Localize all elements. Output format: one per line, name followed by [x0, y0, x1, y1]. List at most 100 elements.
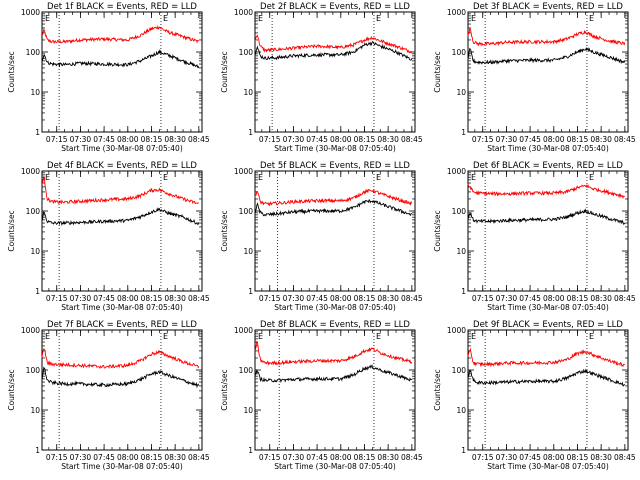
y-axis-label: Counts/sec	[220, 210, 229, 251]
panel-8: Det 8f BLACK = Events, RED = LLD 1 10 100 10…	[220, 320, 423, 471]
series-line-events	[41, 366, 200, 389]
x-tick-label: 08:15	[567, 453, 589, 462]
x-tick-label: 07:45	[93, 135, 115, 144]
x-axis-label: Start Time (30-Mar-08 07:05:40)	[487, 303, 609, 312]
y-tick-label: 10	[30, 247, 40, 256]
plot-frame	[467, 170, 629, 292]
x-tick-label: 07:45	[519, 294, 541, 303]
event-marker-label: E	[589, 173, 594, 182]
y-axis-label: Counts/sec	[433, 210, 442, 251]
x-tick-label: 08:45	[401, 135, 423, 144]
plot-frame	[467, 329, 629, 451]
event-marker-label: E	[45, 332, 50, 341]
plot-frame	[254, 329, 416, 451]
x-axis-label: Start Time (30-Mar-08 07:05:40)	[487, 462, 609, 471]
x-tick-label: 08:15	[354, 453, 376, 462]
x-tick-label: 08:45	[188, 453, 210, 462]
x-tick-label: 08:30	[590, 453, 612, 462]
y-tick-label: 100	[239, 207, 254, 216]
x-axis-label: Start Time (30-Mar-08 07:05:40)	[61, 462, 183, 471]
x-tick-label: 08:30	[377, 294, 399, 303]
series-line-lld	[467, 347, 626, 368]
x-tick-label: 08:45	[401, 453, 423, 462]
y-tick-label: 100	[239, 366, 254, 375]
y-tick-label: 1	[461, 446, 466, 455]
y-axis-label: Counts/sec	[433, 51, 442, 92]
x-axis-label: Start Time (30-Mar-08 07:05:40)	[274, 462, 396, 471]
series-line-lld	[467, 27, 626, 47]
event-marker-label: E	[258, 14, 263, 23]
panel-3: Det 3f BLACK = Events, RED = LLD 1 10 100 10…	[433, 2, 636, 153]
y-tick-label: 10	[243, 406, 253, 415]
y-tick-label: 1	[35, 287, 40, 296]
event-marker-label: E	[258, 332, 263, 341]
y-axis-label: Counts/sec	[433, 369, 442, 410]
x-tick-label: 08:15	[141, 453, 163, 462]
panel-2: Det 2f BLACK = Events, RED = LLD 1 10 100 10…	[220, 2, 423, 153]
x-tick-label: 07:45	[93, 453, 115, 462]
y-tick-label: 10	[456, 247, 466, 256]
x-tick-label: 08:15	[354, 135, 376, 144]
y-tick-label: 1000	[21, 326, 40, 335]
y-tick-label: 100	[26, 48, 41, 57]
x-axis-label: Start Time (30-Mar-08 07:05:40)	[61, 303, 183, 312]
series-line-events	[467, 208, 626, 225]
panel-7: Det 7f BLACK = Events, RED = LLD 1 10 100 10…	[7, 320, 210, 471]
x-tick-label: 08:15	[141, 294, 163, 303]
event-marker-label: E	[163, 14, 168, 23]
x-axis-label: Start Time (30-Mar-08 07:05:40)	[487, 144, 609, 153]
x-tick-label: 07:15	[259, 294, 281, 303]
series-line-events	[467, 368, 625, 387]
x-tick-label: 08:30	[590, 135, 612, 144]
plot-frame	[254, 11, 416, 133]
x-axis-label: Start Time (30-Mar-08 07:05:40)	[61, 144, 183, 153]
panel-title: Det 9f BLACK = Events, RED = LLD	[473, 320, 623, 330]
x-tick-label: 07:45	[306, 453, 328, 462]
x-tick-label: 07:30	[283, 453, 305, 462]
y-tick-label: 1000	[447, 167, 466, 176]
x-tick-label: 07:45	[306, 135, 328, 144]
panel-title: Det 6f BLACK = Events, RED = LLD	[473, 161, 623, 171]
x-axis-label: Start Time (30-Mar-08 07:05:40)	[274, 144, 396, 153]
y-tick-label: 100	[239, 48, 254, 57]
x-tick-label: 07:15	[472, 453, 494, 462]
x-tick-label: 07:30	[496, 135, 518, 144]
y-axis-label: Counts/sec	[7, 51, 16, 92]
y-tick-label: 1000	[447, 326, 466, 335]
x-tick-label: 07:15	[46, 294, 68, 303]
x-tick-label: 08:00	[330, 135, 352, 144]
x-tick-label: 07:30	[283, 135, 305, 144]
panel-title: Det 1f BLACK = Events, RED = LLD	[47, 2, 197, 12]
x-tick-label: 07:30	[70, 453, 92, 462]
plot-frame	[467, 11, 629, 133]
x-tick-label: 07:45	[93, 294, 115, 303]
y-tick-label: 10	[30, 88, 40, 97]
x-tick-label: 08:45	[614, 294, 636, 303]
x-tick-label: 08:00	[117, 294, 139, 303]
panel-4: Det 4f BLACK = Events, RED = LLD 1 10 100 10…	[7, 161, 210, 312]
event-marker-label: E	[589, 332, 594, 341]
series-line-lld	[467, 184, 626, 200]
y-tick-label: 100	[452, 366, 467, 375]
panel-9: Det 9f BLACK = Events, RED = LLD 1 10 100 10…	[433, 320, 636, 471]
x-tick-label: 07:45	[519, 135, 541, 144]
x-tick-label: 07:30	[70, 135, 92, 144]
x-tick-label: 07:15	[46, 135, 68, 144]
plot-frame	[41, 11, 203, 133]
panel-1: Det 1f BLACK = Events, RED = LLD 1 10 100 10…	[7, 2, 210, 153]
x-tick-label: 08:30	[377, 453, 399, 462]
y-tick-label: 10	[456, 406, 466, 415]
y-tick-label: 1	[461, 287, 466, 296]
event-marker-label: E	[45, 173, 50, 182]
x-tick-label: 07:30	[70, 294, 92, 303]
x-tick-label: 07:15	[46, 453, 68, 462]
x-tick-label: 07:15	[259, 135, 281, 144]
series-line-events	[254, 364, 413, 384]
y-axis-label: Counts/sec	[220, 369, 229, 410]
y-tick-label: 1000	[234, 8, 253, 17]
x-tick-label: 07:45	[519, 453, 541, 462]
y-axis-label: Counts/sec	[7, 369, 16, 410]
x-tick-label: 08:45	[401, 294, 423, 303]
x-tick-label: 08:15	[141, 135, 163, 144]
